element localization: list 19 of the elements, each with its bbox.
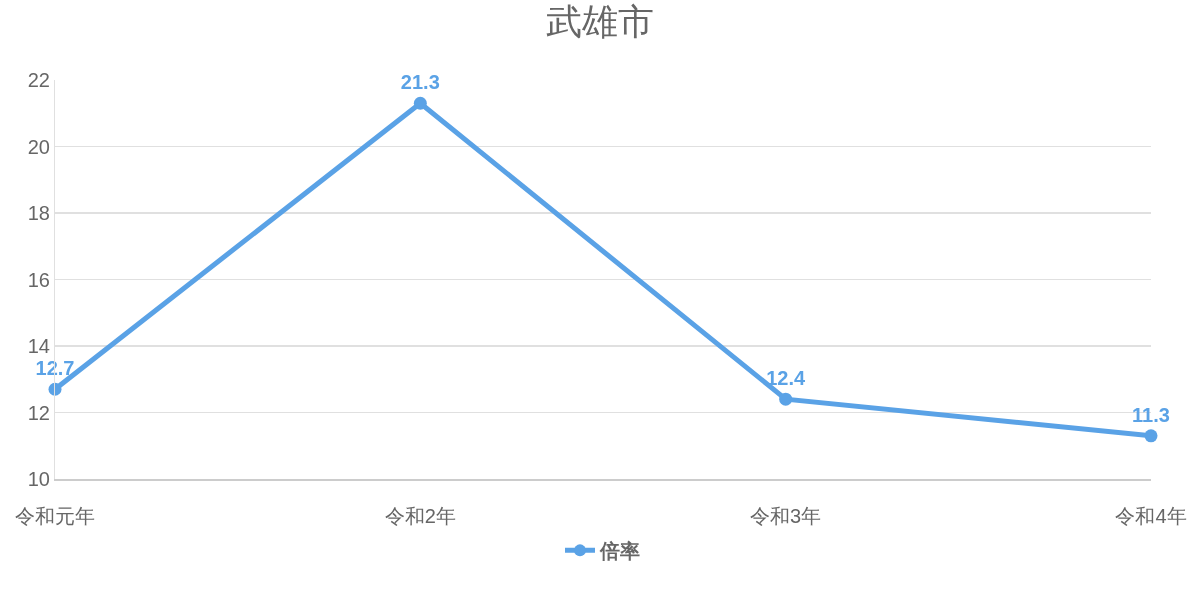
y-tick-label: 18 <box>27 202 50 224</box>
y-tick-label: 20 <box>27 135 50 158</box>
data-label: 21.3 <box>400 71 440 94</box>
y-tick-label: 22 <box>27 69 50 91</box>
point <box>413 96 427 110</box>
point <box>779 392 793 406</box>
y-tick-label: 12 <box>27 401 50 424</box>
x-tick-label: 令和4年 <box>1115 504 1187 527</box>
chart-title: 武雄市 <box>546 1 654 43</box>
x-tick-label: 令和3年 <box>750 504 822 527</box>
y-tick-label: 14 <box>27 335 50 357</box>
y-tick-label: 10 <box>27 468 50 490</box>
y-tick-label: 16 <box>27 268 50 291</box>
data-label: 11.3 <box>1132 403 1170 426</box>
legend-label: 倍率 <box>599 540 640 563</box>
point <box>1144 429 1158 443</box>
x-tick-label: 令和2年 <box>384 504 456 527</box>
x-tick-label: 令和元年 <box>15 504 95 527</box>
data-label: 12.4 <box>766 367 806 390</box>
